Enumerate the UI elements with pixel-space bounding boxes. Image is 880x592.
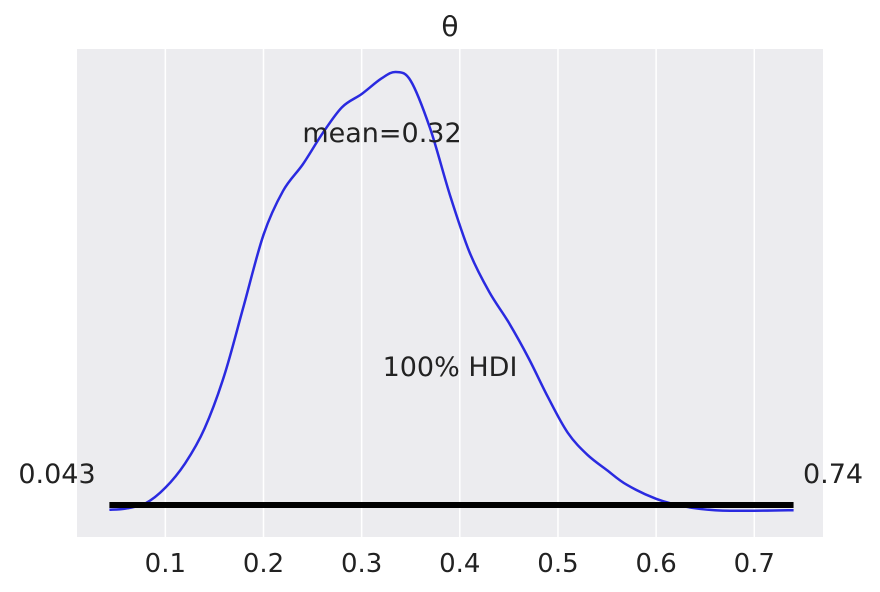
x-tick-label: 0.2 [243, 549, 284, 579]
x-tick-label: 0.6 [635, 549, 676, 579]
hdi-low-label: 0.043 [18, 459, 95, 490]
mean-label: mean=0.32 [302, 118, 461, 149]
grid-lines [164, 49, 756, 537]
hdi-label: 100% HDI [383, 352, 518, 383]
x-tick-label: 0.5 [537, 549, 578, 579]
hdi-high-label: 0.74 [803, 459, 863, 490]
chart-title: θ [441, 10, 458, 43]
density-curve [109, 70, 794, 512]
x-tick-label: 0.1 [145, 549, 186, 579]
x-tick-label: 0.7 [734, 549, 775, 579]
x-tick-label: 0.4 [439, 549, 480, 579]
plot-area [77, 49, 823, 537]
x-axis-ticks: 0.1 0.2 0.3 0.4 0.5 0.6 0.7 [145, 549, 775, 579]
x-tick-label: 0.3 [341, 549, 382, 579]
